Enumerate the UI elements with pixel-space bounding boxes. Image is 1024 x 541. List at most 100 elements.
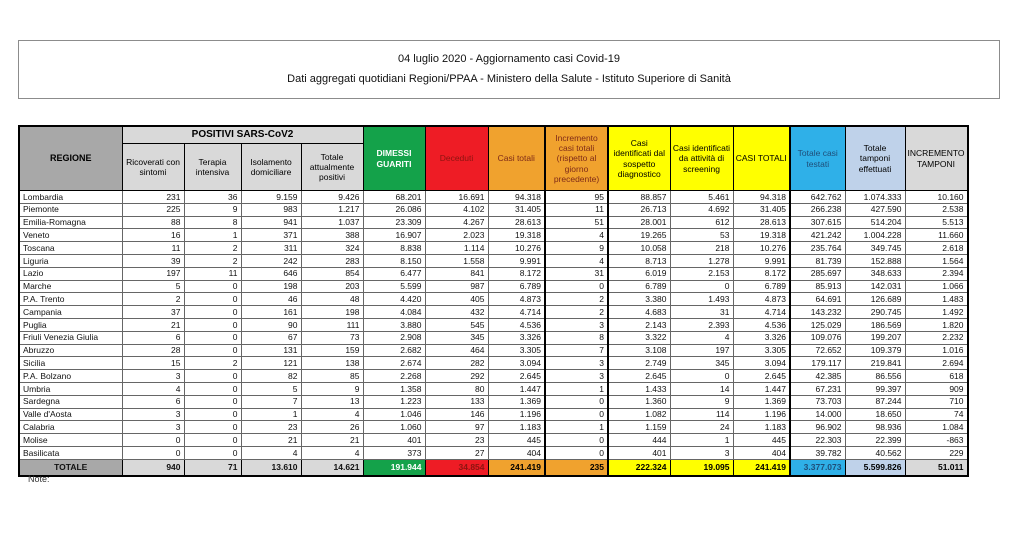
cell-totale-tamponi-effettuati: 86.556 [844,369,906,383]
cell-terapia-intensiva: 0 [183,420,242,435]
cell-terapia-intensiva: 0 [183,292,242,307]
cell-incremento-casi-totali: 0 [544,445,609,460]
cell-casi-sospetto-diagnostico: 401 [607,445,671,460]
cell-casi-totali: 1.183 [487,420,546,435]
cell-casi-sospetto-diagnostico: 444 [607,433,671,447]
region-row: Emilia-Romagna 88 8 941 1.037 23.309 4.267 28.6… [18,215,968,230]
region-row: Valle d'Aosta 3 0 1 4 1.046 146 1.196 0 1.082 114 1… [18,407,968,422]
cell-dimessi-guariti: 1.223 [362,394,426,409]
cell-totale-casi-testati: 72.652 [789,343,846,358]
table-body: Lombardia 231 36 9.159 9.426 68.201 16.691 94.3… [18,190,968,460]
cell-totale-tamponi-effettuati: 199.207 [844,330,906,345]
cell-casi-attivita-screening: 1.493 [669,292,734,307]
cell-totale-casi-testati: 22.303 [789,433,846,447]
total-ricoverati-con-sintomi: 940 [121,458,185,477]
cell-casi-attivita-screening: 14 [669,381,734,396]
cell-casi-totali: 10.276 [487,241,546,255]
cell-deceduti: 4.267 [424,215,489,230]
cell-casi-totali: 2.645 [487,369,546,383]
cell-dimessi-guariti: 1.060 [362,420,426,435]
col-header-ricoverati-con-sintomi: Ricoverati con sintomi [121,143,185,191]
cell-incremento-tamponi: 2.394 [904,266,968,281]
total-incremento-tamponi: 51.011 [904,458,968,477]
cell-isolamento-domiciliare: 121 [240,356,302,371]
col-header-totale-casi-testati: Totale casi testati [789,125,846,191]
region-row: Sicilia 15 2 121 138 2.674 282 3.094 3 2.749 345 3.… [18,356,968,371]
cell-incremento-tamponi: 1.016 [904,343,968,358]
cell-regione: Marche [18,279,123,294]
cell-terapia-intensiva: 0 [183,369,242,383]
cell-casi-totali: 9.991 [487,253,546,268]
cell-casi-sospetto-diagnostico: 19.265 [607,228,671,243]
cell-incremento-tamponi: 909 [904,381,968,396]
cell-totale-casi-testati: 14.000 [789,407,846,422]
cell-casi-attivita-screening: 3 [669,445,734,460]
cell-casi-attivita-screening: 31 [669,305,734,319]
cell-incremento-casi-totali: 2 [544,292,609,307]
total-totale-tamponi-effettuati: 5.599.826 [844,458,906,477]
cell-casi-attivita-screening: 612 [669,215,734,230]
cell-casi-attivita-screening: 9 [669,394,734,409]
cell-regione: P.A. Bolzano [18,369,123,383]
cell-casi-totali-2: 10.276 [732,241,791,255]
cell-dimessi-guariti: 23.309 [362,215,426,230]
cell-incremento-casi-totali: 0 [544,394,609,409]
cell-totale-tamponi-effettuati: 186.569 [844,317,906,332]
cell-terapia-intensiva: 9 [183,202,242,217]
col-group-positivi-sars-cov2: POSITIVI SARS-CoV2 [121,125,364,144]
col-header-incremento-casi-totali: Incremento casi totali (rispetto al gior… [544,125,609,191]
cell-isolamento-domiciliare: 198 [240,279,302,294]
cell-totale-tamponi-effettuati: 98.936 [844,420,906,435]
cell-dimessi-guariti: 3.880 [362,317,426,332]
total-casi-attivita-screening: 19.095 [669,458,734,477]
cell-totale-tamponi-effettuati: 99.397 [844,381,906,396]
cell-casi-sospetto-diagnostico: 2.645 [607,369,671,383]
cell-deceduti: 80 [424,381,489,396]
cell-casi-totali-2: 3.326 [732,330,791,345]
region-row: Umbria 4 0 5 9 1.358 80 1.447 1 1.433 14 1.447 67.23… [18,381,968,396]
region-row: Abruzzo 28 0 131 159 2.682 464 3.305 7 3.108 197 3.… [18,343,968,358]
cell-totale-casi-testati: 67.231 [789,381,846,396]
cell-totale-attualmente-positivi: 21 [300,433,364,447]
cell-isolamento-domiciliare: 82 [240,369,302,383]
note-label: Note: [28,474,50,484]
cell-totale-casi-testati: 285.697 [789,266,846,281]
cell-regione: Campania [18,305,123,319]
cell-casi-totali-2: 6.789 [732,279,791,294]
cell-ricoverati-con-sintomi: 231 [121,190,185,204]
cell-dimessi-guariti: 5.599 [362,279,426,294]
cell-casi-attivita-screening: 218 [669,241,734,255]
cell-deceduti: 97 [424,420,489,435]
cell-deceduti: 2.023 [424,228,489,243]
cell-casi-attivita-screening: 114 [669,407,734,422]
cell-regione: Emilia-Romagna [18,215,123,230]
total-terapia-intensiva: 71 [183,458,242,477]
cell-dimessi-guariti: 2.268 [362,369,426,383]
cell-casi-sospetto-diagnostico: 2.143 [607,317,671,332]
cell-totale-casi-testati: 42.385 [789,369,846,383]
cell-incremento-casi-totali: 2 [544,305,609,319]
cell-casi-totali: 6.789 [487,279,546,294]
cell-ricoverati-con-sintomi: 197 [121,266,185,281]
header-row-subcolumns: Ricoverati con sintomi Terapia intensiva I… [19,143,968,191]
cell-ricoverati-con-sintomi: 39 [121,253,185,268]
cell-dimessi-guariti: 2.908 [362,330,426,345]
cell-totale-attualmente-positivi: 4 [300,407,364,422]
cell-regione: Molise [18,433,123,447]
total-regione: TOTALE [18,458,123,477]
cell-casi-totali-2: 2.645 [732,369,791,383]
cell-totale-casi-testati: 642.762 [789,190,846,204]
total-totale-attualmente-positivi: 14.621 [300,458,364,477]
cell-totale-attualmente-positivi: 1.037 [300,215,364,230]
cell-casi-totali: 404 [487,445,546,460]
cell-casi-totali-2: 4.873 [732,292,791,307]
cell-dimessi-guariti: 2.674 [362,356,426,371]
cell-deceduti: 464 [424,343,489,358]
col-header-dimessi-guariti: DIMESSI GUARITI [362,125,426,191]
cell-deceduti: 1.558 [424,253,489,268]
report-date-title: 04 luglio 2020 - Aggiornamento casi Covi… [398,53,620,65]
cell-incremento-tamponi: 2.618 [904,241,968,255]
cell-casi-totali-2: 1.369 [732,394,791,409]
cell-casi-totali-2: 1.183 [732,420,791,435]
